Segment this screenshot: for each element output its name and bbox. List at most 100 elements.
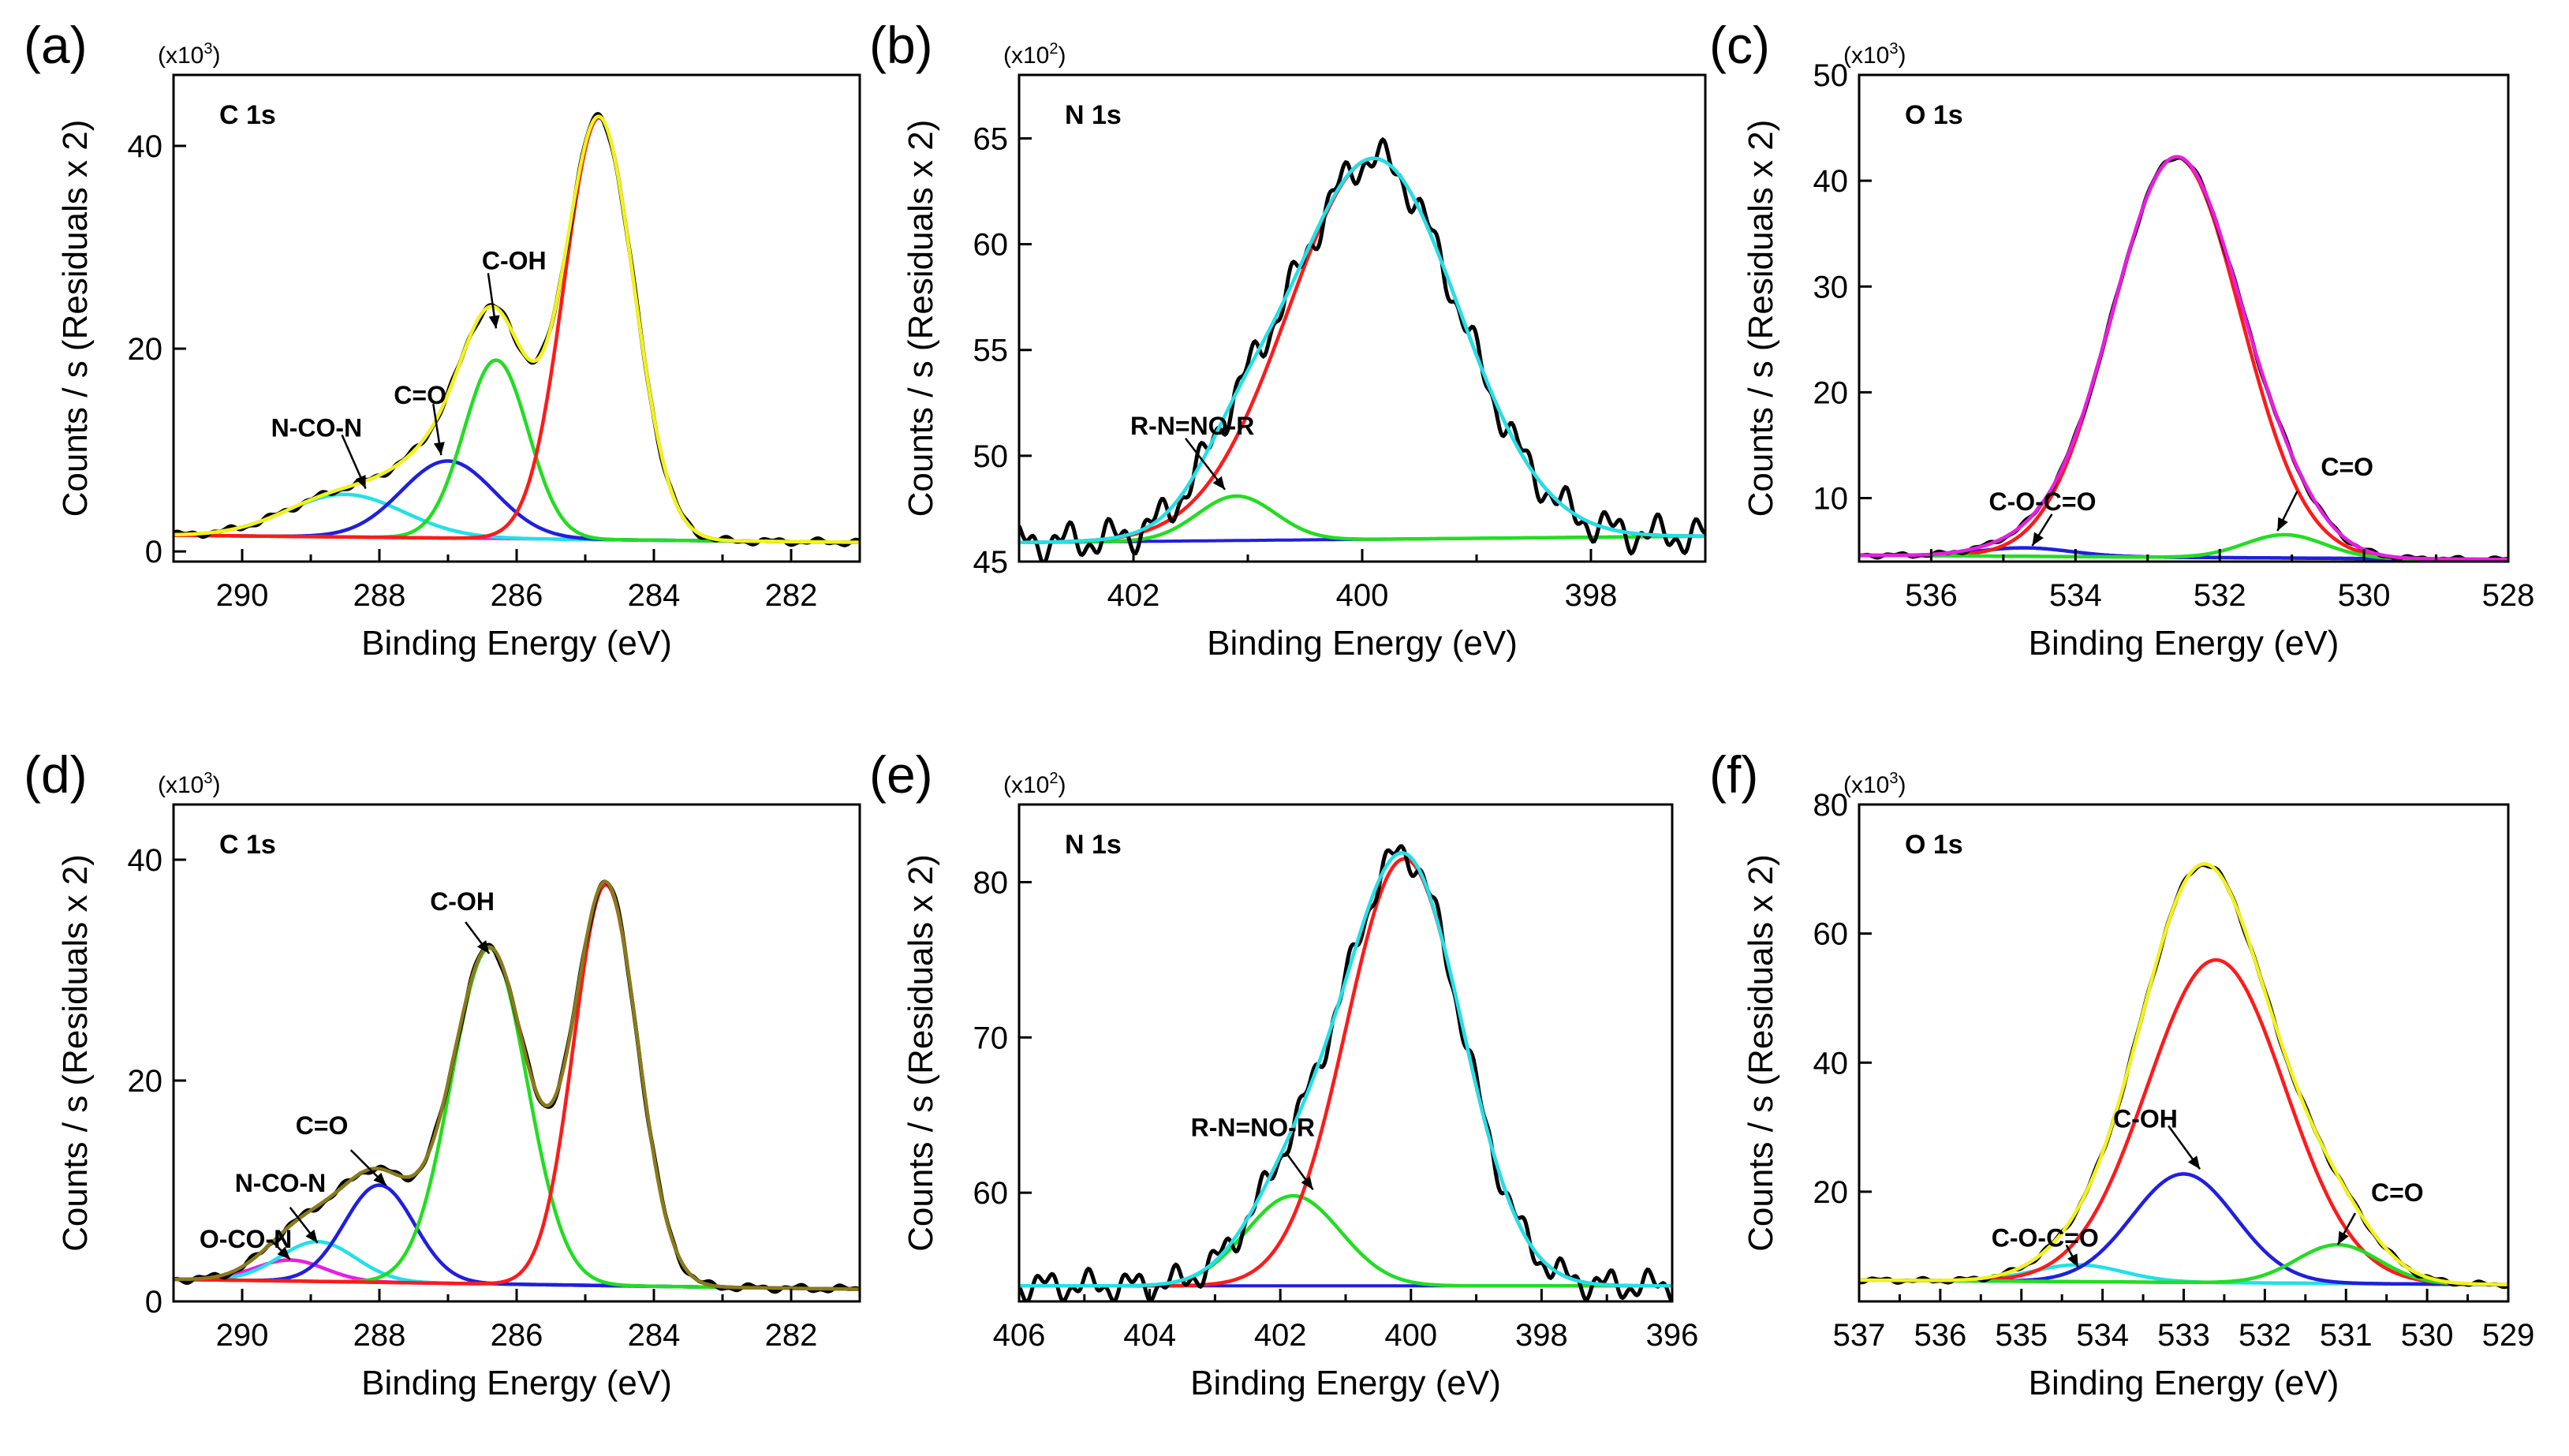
x-tick-label: 532	[2194, 578, 2246, 613]
plot-frame	[1858, 73, 2510, 563]
y-tick-label: 50	[1813, 58, 1849, 93]
peak-label: R-N=NO-R	[1130, 412, 1254, 440]
raw-data-line	[174, 111, 860, 547]
plot-area	[1019, 844, 1672, 1301]
peak-label: C-O-C=O	[1992, 1224, 2099, 1253]
x-tick-label: 400	[1384, 1318, 1437, 1353]
annotation-arrowhead	[2188, 1155, 2201, 1170]
x-tick-label: 282	[765, 1318, 818, 1353]
y-tick-label: 80	[973, 865, 1009, 900]
y-axis-label: Counts / s (Residuals x 2)	[56, 854, 95, 1252]
y-tick-label: 45	[973, 545, 1009, 580]
envelope-fit-line	[1019, 156, 1705, 545]
annotation-arrowhead	[1212, 476, 1225, 490]
plot-area	[174, 111, 860, 547]
panel-letter: (d)	[24, 745, 88, 804]
y-tick-label: 30	[1813, 270, 1849, 304]
annotation-arrowhead	[355, 475, 366, 489]
x-tick-label: 282	[765, 578, 818, 613]
annotation-arrowhead	[2338, 1230, 2349, 1245]
x-tick-label: 284	[628, 1318, 681, 1353]
axis-multiplier: (x103)	[158, 40, 220, 69]
panel-letter: (f)	[1709, 745, 1758, 804]
annotation-arrowhead	[477, 940, 490, 954]
x-tick-label: 290	[216, 1318, 269, 1353]
peak-label: C=O	[394, 381, 446, 409]
x-tick-label: 406	[993, 1318, 1046, 1353]
y-tick-label: 60	[1813, 917, 1849, 952]
component-o-main	[1859, 958, 2508, 1286]
axis-multiplier: (x103)	[158, 770, 220, 798]
component-n-main	[1019, 857, 1672, 1288]
component-c-c	[174, 116, 860, 544]
x-tick-label: 530	[2401, 1318, 2454, 1353]
raw-data-line	[1019, 136, 1705, 562]
x-axis-label: Binding Energy (eV)	[1207, 624, 1518, 663]
component-n-main	[1019, 156, 1705, 545]
panel-2: 536 534 532 530 528 10 20 30 40 50 Binding Energy …	[1709, 16, 2534, 663]
x-tick-label: 402	[1254, 1318, 1307, 1353]
x-tick-label: 533	[2157, 1318, 2210, 1353]
peak-label: N-CO-N	[271, 413, 363, 442]
y-tick-label: 20	[1813, 1175, 1849, 1210]
peak-label: C-O-C=O	[1988, 487, 2096, 516]
raw-data-line	[1019, 844, 1672, 1301]
peak-label: N-CO-N	[235, 1169, 327, 1197]
x-tick-label: 534	[2049, 578, 2102, 613]
panel-letter: (a)	[24, 16, 88, 74]
annotation-arrowhead	[2277, 517, 2288, 532]
x-axis-label: Binding Energy (eV)	[361, 1364, 672, 1402]
panel-letter: (e)	[869, 745, 933, 804]
peak-label: R-N=NO-R	[1191, 1113, 1315, 1141]
annotation-arrowhead	[2032, 532, 2044, 546]
axis-multiplier: (x103)	[1843, 770, 1906, 798]
x-tick-label: 537	[1833, 1318, 1886, 1353]
x-tick-label: 398	[1515, 1318, 1568, 1353]
x-axis-label: Binding Energy (eV)	[1190, 1364, 1501, 1402]
y-axis-label: Counts / s (Residuals x 2)	[56, 120, 95, 517]
x-tick-label: 288	[353, 578, 406, 613]
axis-multiplier: (x103)	[1843, 40, 1906, 69]
plot-frame	[1018, 73, 1707, 563]
x-axis-label: Binding Energy (eV)	[361, 624, 672, 663]
y-tick-label: 80	[1813, 788, 1849, 823]
panel-5: 537 536 535 534 533 532 531 530 529 20 40 60 80 Bindi…	[1709, 745, 2534, 1402]
x-tick-label: 536	[1905, 578, 1958, 613]
peak-label: C-OH	[482, 246, 547, 274]
panel-letter: (c)	[1709, 16, 1770, 74]
x-tick-label: 398	[1565, 578, 1618, 613]
peak-label: O-CO-N	[200, 1225, 292, 1253]
y-tick-label: 50	[973, 439, 1009, 474]
envelope-fit-line	[1859, 155, 2508, 562]
y-tick-label: 40	[1813, 1046, 1849, 1081]
x-axis-label: Binding Energy (eV)	[2029, 624, 2339, 663]
raw-data-line	[1859, 155, 2508, 562]
peak-label: C-OH	[430, 887, 495, 916]
x-axis-label: Binding Energy (eV)	[2029, 1364, 2339, 1402]
component-r-n-no-r	[1019, 1193, 1672, 1288]
spectrum-title: O 1s	[1905, 830, 1963, 860]
envelope-fit-line	[174, 879, 860, 1291]
x-tick-label: 290	[216, 578, 269, 613]
panel-3: 290 288 286 284 282 0 20 40 Binding Energy (eV) C…	[24, 745, 861, 1402]
peak-label: C-OH	[2113, 1104, 2178, 1133]
envelope-fit-line	[1019, 851, 1672, 1288]
plot-frame	[172, 73, 861, 563]
axis-multiplier: (x102)	[1003, 770, 1066, 798]
y-tick-label: 65	[973, 121, 1009, 156]
plot-area	[174, 879, 860, 1294]
x-tick-label: 404	[1123, 1318, 1176, 1353]
x-tick-label: 532	[2239, 1318, 2291, 1353]
annotation-arrowhead	[433, 442, 445, 455]
spectrum-title: C 1s	[219, 830, 276, 860]
raw-data-line	[1859, 862, 2508, 1290]
annotation-arrowhead	[2067, 1253, 2078, 1267]
y-tick-label: 55	[973, 334, 1009, 368]
annotation-arrowhead	[488, 315, 500, 329]
panel-1: 402 400 398 45 50 55 60 65 Binding Energy (eV) Co…	[869, 16, 1707, 663]
y-tick-label: 40	[128, 129, 163, 164]
x-tick-label: 402	[1107, 578, 1160, 613]
spectrum-title: C 1s	[219, 100, 276, 130]
component-o-main	[1859, 155, 2508, 562]
